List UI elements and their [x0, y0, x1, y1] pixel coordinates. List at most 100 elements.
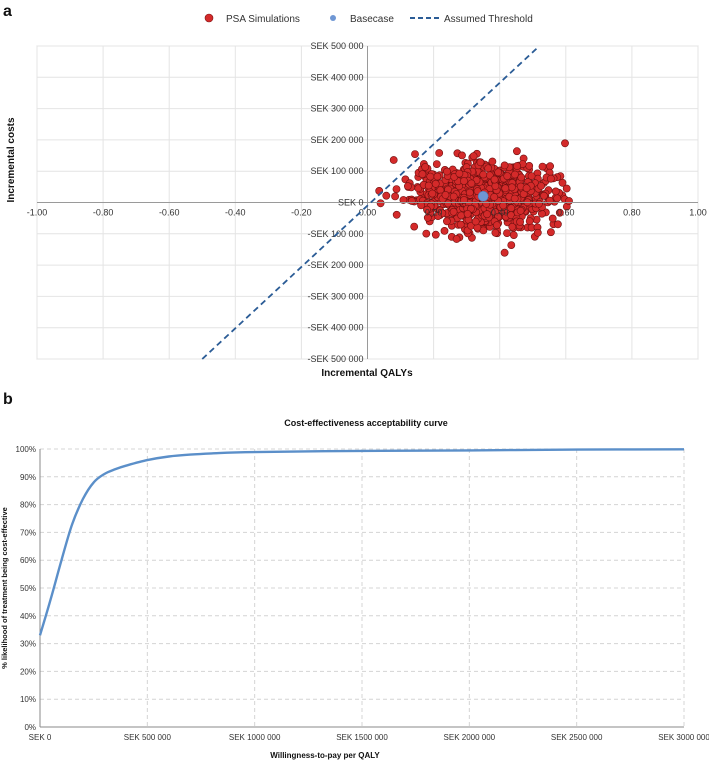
ceac-y-axis-title: % likelihood of treatment being cost-eff… [0, 507, 9, 669]
psa-simulation-point [490, 193, 499, 201]
scatter-x-tick-label: 0.00 [359, 208, 377, 218]
psa-simulation-point [428, 189, 437, 198]
psa-simulation-point [517, 173, 526, 182]
psa-simulation-point [457, 211, 466, 220]
psa-simulation-point [503, 172, 512, 180]
scatter-y-tick-label: -SEK 500 000 [307, 354, 363, 364]
legend-label-threshold: Assumed Threshold [444, 14, 533, 25]
psa-simulation-point [513, 162, 521, 170]
scatter-legend: PSA Simulations Basecase Assumed Thresho… [204, 13, 533, 25]
psa-simulation-point [389, 156, 398, 164]
scatter-y-tick-label: SEK 300 000 [310, 104, 363, 114]
psa-simulation-point [399, 196, 408, 204]
psa-simulation-point [554, 220, 562, 229]
scatter-x-tick-label: 0.40 [491, 208, 509, 218]
psa-simulation-point [527, 172, 536, 180]
psa-simulation-point [423, 213, 432, 222]
psa-simulation-point [525, 217, 534, 225]
psa-simulation-point [538, 162, 547, 171]
psa-simulation-point [490, 175, 499, 184]
ceac-x-tick-label: SEK 2500 000 [551, 733, 603, 742]
psa-simulation-point [431, 230, 440, 239]
psa-simulation-point [535, 199, 543, 208]
psa-simulation-point [431, 179, 440, 188]
psa-simulation-point [513, 147, 521, 156]
psa-simulation-point [562, 184, 571, 193]
scatter-y-tick-label: -SEK 200 000 [307, 260, 363, 270]
assumed-threshold-line [201, 45, 540, 360]
scatter-x-tick-label: 0.80 [623, 208, 641, 218]
psa-simulation-point [456, 220, 465, 229]
legend-marker-basecase [330, 15, 336, 21]
psa-simulation-point [467, 179, 476, 188]
psa-simulation-point [545, 196, 554, 205]
psa-simulation-point [483, 210, 491, 219]
psa-simulation-point [440, 226, 449, 235]
psa-simulation-point [500, 161, 509, 170]
legend-label-psa: PSA Simulations [226, 14, 300, 25]
psa-simulation-point [463, 209, 472, 218]
ceac-y-tick-label: 100% [16, 445, 36, 454]
psa-simulation-point [525, 161, 534, 170]
scatter-x-tick-label: -0.80 [93, 208, 114, 218]
psa-simulation-point [546, 162, 554, 171]
ceac-y-tick-label: 20% [20, 667, 36, 676]
psa-simulation-point [441, 190, 450, 199]
ceac-y-tick-label: 10% [20, 695, 36, 704]
psa-simulation-point [484, 164, 493, 173]
scatter-y-tick-label: SEK 400 000 [310, 72, 363, 82]
scatter-y-tick-label: SEK 200 000 [310, 135, 363, 145]
basecase-point [477, 190, 489, 202]
ceac-plot-area: 0% 10% 20% 30% 40% 50% 60% 70% 80% 90% 100% SEK 0 S… [16, 445, 709, 742]
psa-simulation-point [426, 172, 435, 181]
psa-simulation-point [411, 150, 419, 158]
scatter-x-tick-label: 1.00 [689, 208, 707, 218]
psa-simulation-point [376, 199, 385, 208]
ceac-x-tick-label: SEK 1500 000 [336, 733, 388, 742]
psa-simulation-point [540, 191, 548, 200]
psa-simulation-point [565, 197, 573, 205]
psa-simulation-point [449, 192, 458, 201]
ceac-y-tick-label: 90% [20, 473, 36, 482]
psa-simulation-point [418, 170, 427, 179]
psa-simulation-point [516, 217, 524, 226]
psa-simulation-point [382, 191, 391, 200]
psa-simulation-point [455, 169, 464, 178]
scatter-y-axis-title: Incremental costs [6, 117, 17, 202]
psa-simulation-point [548, 214, 557, 223]
psa-simulation-point [479, 170, 488, 179]
psa-simulation-point [432, 160, 441, 168]
psa-simulation-point [458, 151, 466, 160]
ceac-y-tick-label: 80% [20, 501, 36, 510]
ceac-x-tick-label: SEK 1000 000 [229, 733, 281, 742]
scatter-plot-area: -1.00 -0.80 -0.60 -0.40 -0.20 0.00 0.20 0.40 0.6… [27, 41, 707, 364]
scatter-x-tick-label: -1.00 [27, 208, 48, 218]
scatter-y-tick-label: SEK 100 000 [310, 166, 363, 176]
psa-simulation-point [421, 163, 430, 171]
psa-simulation-point [561, 139, 569, 148]
psa-simulation-point [443, 167, 451, 176]
ceac-x-tick-label: SEK 0 [29, 733, 52, 742]
psa-simulation-point [508, 222, 517, 231]
scatter-y-tick-label: -SEK 100 000 [307, 229, 363, 239]
scatter-y-tick-label: -SEK 300 000 [307, 291, 363, 301]
ceac-y-tick-label: 70% [20, 528, 36, 537]
psa-simulation-point [417, 201, 425, 210]
psa-simulation-point [494, 168, 503, 177]
scatter-x-tick-label: -0.20 [291, 208, 312, 218]
psa-simulation-point [499, 201, 508, 210]
psa-simulation-point [460, 196, 468, 204]
psa-simulation-point [469, 152, 478, 160]
psa-simulation-point [501, 184, 510, 193]
psa-simulation-point [533, 228, 542, 237]
panel-b-letter: b [3, 391, 13, 408]
psa-simulation-point [465, 188, 474, 197]
psa-simulation-point [555, 208, 564, 217]
psa-simulation-point [537, 181, 545, 190]
psa-simulation-point [452, 235, 461, 243]
ceac-y-tick-label: 60% [20, 556, 36, 565]
psa-simulation-point [391, 192, 399, 201]
scatter-x-axis-title: Incremental QALYs [321, 368, 413, 379]
psa-simulation-point [510, 194, 519, 203]
